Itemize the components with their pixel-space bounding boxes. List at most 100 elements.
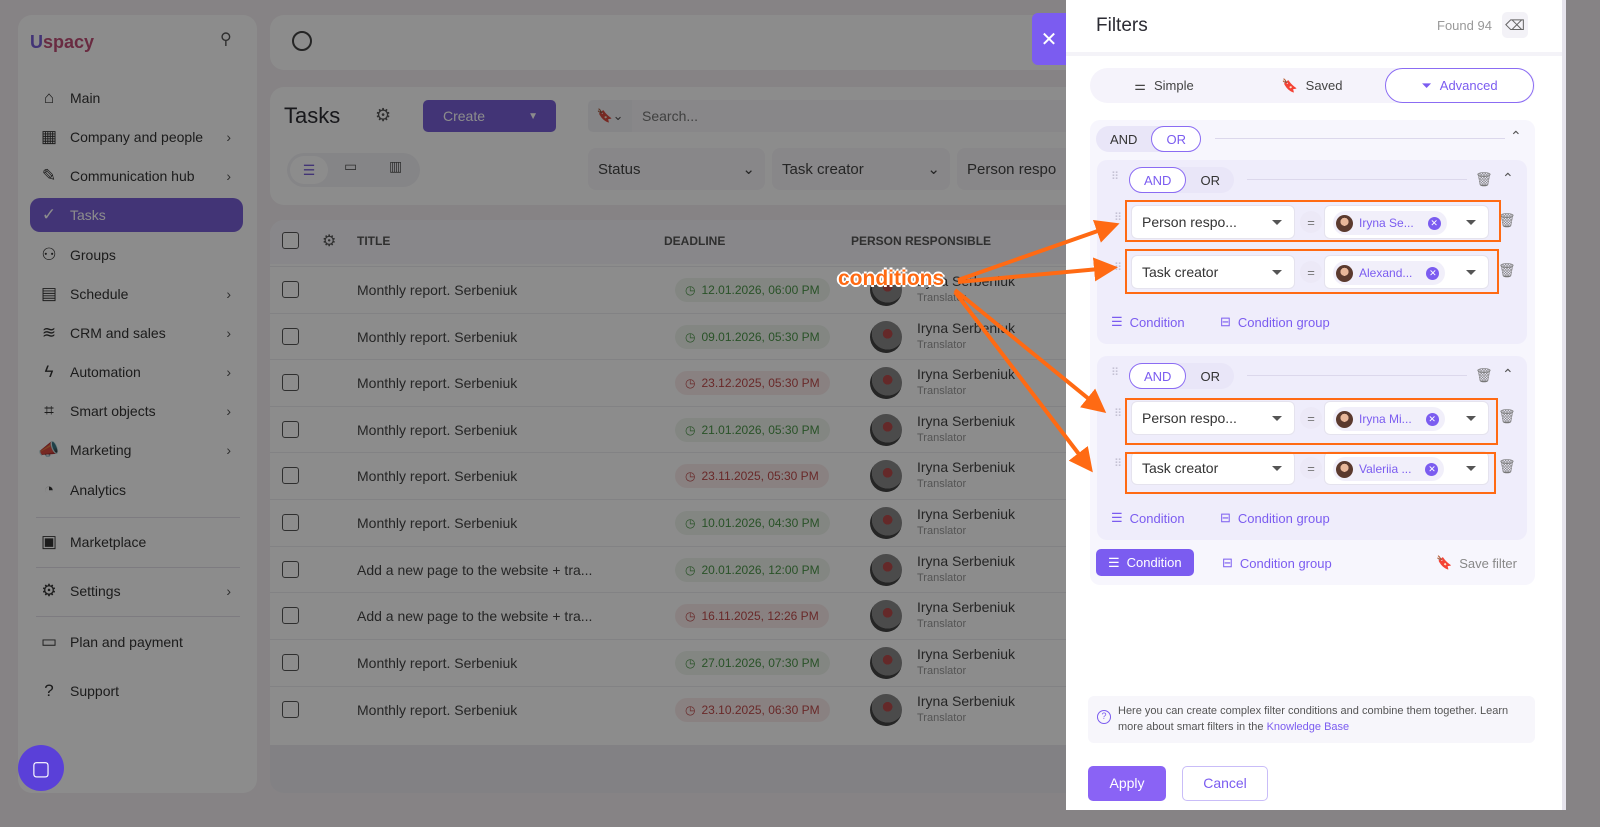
column-person-responsible[interactable]: PERSON RESPONSIBLE [851,234,992,248]
sidebar-item-automation[interactable]: ϟ Automation › [30,355,243,389]
cancel-button[interactable]: Cancel [1182,766,1268,801]
chat-widget-button[interactable]: ▢ [18,745,64,791]
person-responsible-filter[interactable]: Person respo [957,148,1087,190]
task-title[interactable]: Monthly report. Serbeniuk [357,282,518,298]
delete-condition-icon[interactable]: 🗑 [1498,212,1516,228]
task-title[interactable]: Add a new page to the website + tra... [357,562,593,578]
gear-icon[interactable]: ⚙ [375,105,392,125]
sidebar-item-plan-and-payment[interactable]: ▭ Plan and payment [30,625,243,659]
task-title[interactable]: Monthly report. Serbeniuk [357,702,518,718]
global-search-bar[interactable] [270,15,1090,70]
row-checkbox[interactable] [282,654,299,671]
delete-condition-icon[interactable]: 🗑 [1498,458,1516,474]
task-search-input[interactable] [632,100,1090,132]
task-title[interactable]: Monthly report. Serbeniuk [357,468,518,484]
operator-or[interactable]: OR [1151,126,1201,152]
drag-handle-icon[interactable]: ⠿ [1114,262,1122,274]
operator-or[interactable]: OR [1200,368,1220,384]
drag-handle-icon[interactable]: ⠿ [1114,458,1122,470]
caret-down-icon[interactable]: ▼ [528,110,538,122]
table-row[interactable]: Monthly report. Serbeniuk ◷ 23.12.2025, 05… [270,359,1070,405]
table-row[interactable]: Monthly report. Serbeniuk ◷ 21.01.2026, 05… [270,406,1070,452]
sidebar-item-communication-hub[interactable]: ✎ Communication hub › [30,159,243,193]
operator-equals[interactable]: = [1300,457,1322,479]
condition-value-select[interactable]: Iryna Mi... ✕ [1324,401,1489,435]
table-row[interactable]: Monthly report. Serbeniuk ◷ 23.11.2025, 05… [270,452,1070,498]
operator-and[interactable]: AND [1129,167,1187,193]
drag-handle-icon[interactable]: ⠿ [1111,367,1119,379]
add-condition-group-link[interactable]: ⊟ Condition group [1220,314,1330,330]
remove-chip-icon[interactable]: ✕ [1427,216,1441,230]
apply-button[interactable]: Apply [1088,766,1166,801]
logo[interactable]: Uspacy [30,32,95,52]
row-checkbox[interactable] [282,328,299,345]
sidebar-item-crm-and-sales[interactable]: ≋ CRM and sales › [30,316,243,350]
card-view-icon[interactable]: ▭ [344,158,358,174]
table-row[interactable]: Monthly report. Serbeniuk ◷ 27.01.2026, 07… [270,639,1070,685]
person-name[interactable]: Iryna Serbeniuk [917,599,1016,615]
delete-condition-icon[interactable]: 🗑 [1498,408,1516,424]
person-name[interactable]: Iryna Serbeniuk [917,459,1016,475]
operator-and[interactable]: AND [1110,131,1138,147]
delete-group-icon[interactable]: 🗑 [1475,367,1493,383]
table-row[interactable]: Monthly report. Serbeniuk ◷ 12.01.2026, 06… [270,266,1070,312]
person-name[interactable]: Iryna Serbeniuk [917,553,1016,569]
collapse-chevron-icon[interactable]: ⌃ [1502,366,1514,382]
task-title[interactable]: Add a new page to the website + tra... [357,608,593,624]
remove-chip-icon[interactable]: ✕ [1425,412,1439,426]
task-title[interactable]: Monthly report. Serbeniuk [357,375,518,391]
operator-equals[interactable]: = [1300,407,1322,429]
column-title[interactable]: TITLE [357,234,391,248]
column-deadline[interactable]: DEADLINE [664,234,726,248]
sidebar-item-company-and-people[interactable]: ▦ Company and people › [30,120,243,154]
status-filter[interactable]: Status ⌄ [588,148,765,190]
clear-filters-button[interactable]: ⌫ [1502,12,1528,38]
saved-filters-button[interactable]: 🔖⌄ [588,100,632,132]
add-condition-group-link[interactable]: ⊟ Condition group [1220,510,1330,526]
sidebar-item-support[interactable]: ? Support [30,674,243,708]
sidebar-item-tasks[interactable]: ✓ Tasks [30,198,243,232]
tab-saved[interactable]: 🔖 Saved [1238,68,1386,103]
condition-field-select[interactable]: Person respo... [1131,401,1295,435]
remove-chip-icon[interactable]: ✕ [1426,266,1440,280]
condition-field-select[interactable]: Task creator [1131,451,1295,485]
operator-or[interactable]: OR [1200,172,1220,188]
sidebar-item-settings[interactable]: ⚙ Settings › [30,574,243,608]
collapse-chevron-icon[interactable]: ⌃ [1502,170,1514,186]
operator-and[interactable]: AND [1129,363,1187,389]
condition-value-select[interactable]: Valeriia ... ✕ [1324,451,1489,485]
knowledge-base-link[interactable]: Knowledge Base [1266,721,1350,733]
task-creator-filter[interactable]: Task creator ⌄ [772,148,950,190]
task-title[interactable]: Monthly report. Serbeniuk [357,329,518,345]
close-panel-button[interactable]: ✕ [1032,13,1066,65]
sidebar-item-marketing[interactable]: 📣 Marketing › [30,433,243,467]
person-name[interactable]: Iryna Serbeniuk [917,693,1016,709]
condition-field-select[interactable]: Task creator [1131,255,1295,289]
task-title[interactable]: Monthly report. Serbeniuk [357,422,518,438]
person-name[interactable]: Iryna Serbeniuk [917,320,1016,336]
drag-handle-icon[interactable]: ⠿ [1111,171,1119,183]
row-checkbox[interactable] [282,281,299,298]
person-name[interactable]: Iryna Serbeniuk [917,506,1016,522]
select-all-checkbox[interactable] [282,232,299,249]
table-row[interactable]: Monthly report. Serbeniuk ◷ 10.01.2026, 04… [270,499,1070,545]
delete-condition-icon[interactable]: 🗑 [1498,262,1516,278]
row-checkbox[interactable] [282,374,299,391]
save-filter-button[interactable]: 🔖 Save filter [1436,555,1517,571]
delete-group-icon[interactable]: 🗑 [1475,171,1493,187]
row-checkbox[interactable] [282,607,299,624]
list-view-icon[interactable]: ☰ [290,156,328,184]
drag-handle-icon[interactable]: ⠿ [1114,408,1122,420]
sidebar-item-marketplace[interactable]: ▣ Marketplace [30,525,243,559]
person-name[interactable]: Iryna Serbeniuk [917,413,1016,429]
row-checkbox[interactable] [282,514,299,531]
add-condition-button[interactable]: ☰ Condition [1096,549,1194,576]
row-checkbox[interactable] [282,701,299,718]
sidebar-item-analytics[interactable]: ◔ Analytics [30,473,243,507]
condition-value-select[interactable]: Iryna Se... ✕ [1324,205,1489,239]
create-button[interactable]: Create ▼ [423,100,556,132]
row-checkbox[interactable] [282,467,299,484]
remove-chip-icon[interactable]: ✕ [1425,462,1439,476]
sidebar-item-schedule[interactable]: ▤ Schedule › [30,277,243,311]
kanban-view-icon[interactable]: ▥ [389,158,403,174]
